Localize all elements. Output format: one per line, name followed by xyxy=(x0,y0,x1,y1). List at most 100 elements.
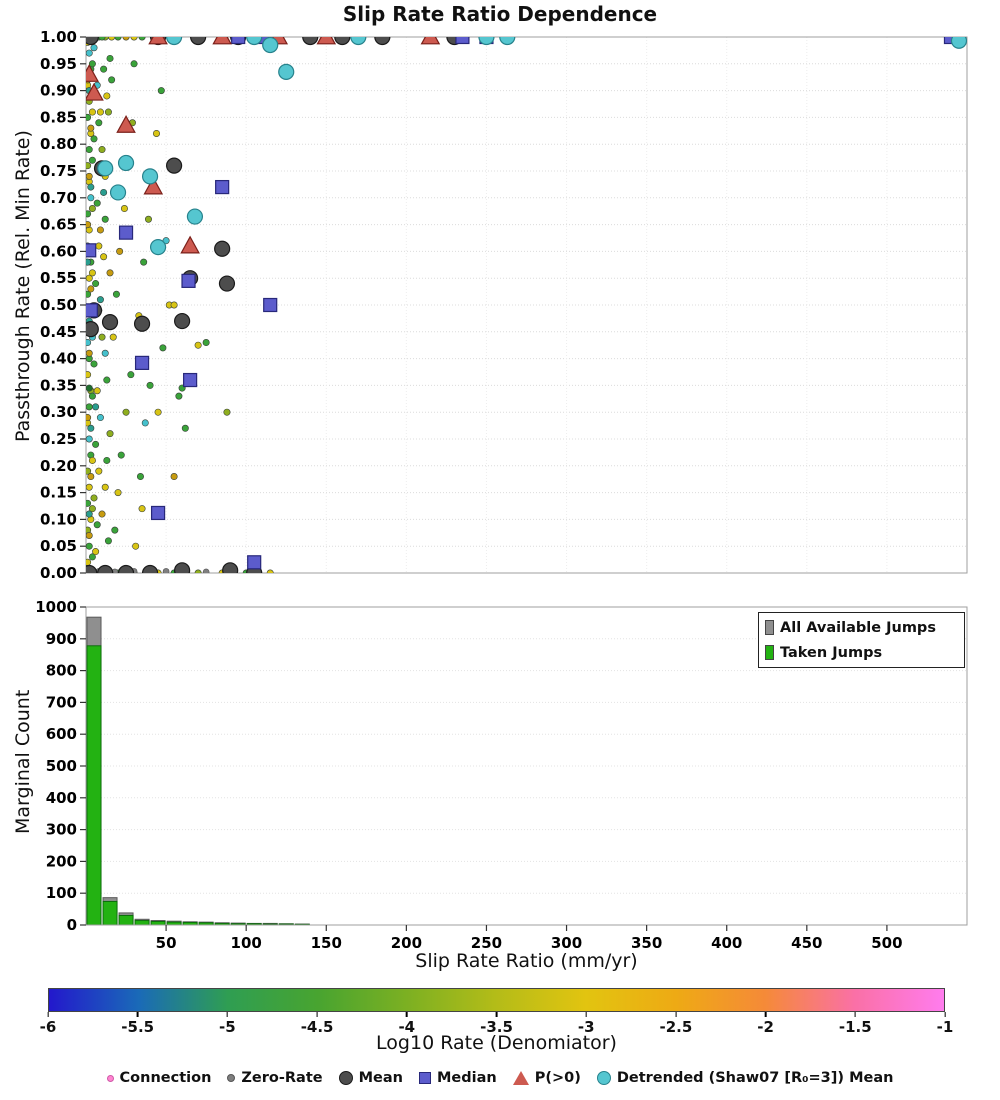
colorbar-tick-mark xyxy=(495,1012,498,1017)
histogram-bar xyxy=(134,920,150,926)
legend-item-zero-rate: Zero-Rate xyxy=(227,1070,323,1086)
colorbar-tick-label: -4 xyxy=(398,1012,415,1036)
colorbar-tick-mark xyxy=(406,1012,408,1017)
scatter-point xyxy=(170,473,178,481)
chart-title: Slip Rate Ratio Dependence xyxy=(342,2,658,26)
scatter-point xyxy=(86,435,93,443)
y-tick-label: 300 xyxy=(46,821,77,839)
colorbar-tick-label: -3 xyxy=(578,1012,595,1036)
scatter-point xyxy=(88,60,96,68)
scatter-point xyxy=(109,333,117,341)
scatter-point xyxy=(141,168,159,185)
scatter-point xyxy=(86,371,92,379)
scatter-point xyxy=(106,54,114,62)
y-tick-label: 0.00 xyxy=(40,564,77,582)
scatter-point xyxy=(86,321,99,338)
scatter-point xyxy=(223,408,231,416)
x-tick-label: 450 xyxy=(791,934,822,952)
y-tick-label: 0 xyxy=(67,916,77,934)
scatter-point xyxy=(146,381,154,389)
legend-item-median: Median xyxy=(418,1070,497,1086)
y-tick-label: 600 xyxy=(46,725,77,743)
scatter-point xyxy=(86,146,93,154)
scatter-point xyxy=(90,494,98,502)
colorbar-tick-label: -3.5 xyxy=(480,1012,513,1036)
colorbar-tick-label: -1 xyxy=(936,1012,954,1036)
connection-marker-icon xyxy=(106,1074,114,1082)
scatter-point xyxy=(190,37,207,46)
legend-item-detrended-shaw07-r-3-mean: Detrended (Shaw07 [R₀=3]) Mean xyxy=(596,1070,894,1086)
p-gt0-marker xyxy=(116,114,136,133)
colorbar-tick-mark xyxy=(47,1012,49,1017)
p-gt0-marker xyxy=(143,176,164,195)
median-marker xyxy=(118,225,134,240)
scatter-point xyxy=(334,37,351,46)
y-tick-label: 400 xyxy=(46,789,77,807)
colorbar-tick-label: -2.5 xyxy=(659,1012,692,1036)
y-tick-label: 0.75 xyxy=(40,162,77,180)
scatter-point xyxy=(194,341,202,349)
scatter-point xyxy=(108,76,116,84)
median-marker xyxy=(86,303,98,318)
legend-label-detrended-shaw07-r-3-mean: Detrended (Shaw07 [R₀=3]) Mean xyxy=(616,1070,894,1086)
scatter-point xyxy=(101,349,109,357)
x-tick-label: 300 xyxy=(551,934,582,952)
scatter-point xyxy=(86,274,93,282)
scatter-point xyxy=(86,384,93,392)
legend-label-zero-rate: Zero-Rate xyxy=(241,1070,323,1086)
scatter-point xyxy=(278,63,295,80)
y-tick-label: 0.55 xyxy=(40,269,77,287)
x-axis-label: Slip Rate Ratio (mm/yr) xyxy=(415,950,638,972)
scatter-point xyxy=(136,473,144,481)
y-tick-label: 1000 xyxy=(35,598,77,616)
scatter-point xyxy=(103,456,111,464)
scatter-point xyxy=(86,162,92,170)
histogram-y-axis-label: Marginal Count xyxy=(12,689,34,834)
scatter-point xyxy=(350,37,367,46)
colorbar-tick-text: -4 xyxy=(398,1018,416,1036)
scatter-point xyxy=(478,37,495,46)
scatter-point xyxy=(152,129,160,137)
scatter-point xyxy=(86,542,93,550)
scatter-point xyxy=(170,301,178,309)
all-jumps-swatch-icon xyxy=(765,620,774,635)
p-gt0-marker xyxy=(86,64,100,82)
colorbar-tick-text: -2 xyxy=(757,1018,774,1036)
scatter-point xyxy=(86,210,92,218)
x-tick-label: 250 xyxy=(471,934,502,952)
scatter-point xyxy=(174,312,191,330)
scatter-point xyxy=(109,184,127,201)
scatter-point xyxy=(101,483,109,491)
y-tick-label: 500 xyxy=(46,757,77,775)
colorbar-tick-label: -4.5 xyxy=(301,1012,334,1036)
median-marker xyxy=(183,372,198,388)
scatter-point xyxy=(87,194,95,202)
colorbar-tick-mark xyxy=(854,1012,857,1017)
colorbar-tick-mark xyxy=(675,1012,677,1017)
scatter-point xyxy=(120,205,128,213)
scatter-point xyxy=(86,564,98,573)
scatter-point xyxy=(130,60,138,68)
x-tick-label: 400 xyxy=(711,934,742,952)
colorbar-tick-text: -6 xyxy=(39,1018,57,1036)
colorbar xyxy=(48,988,945,1012)
scatter-point xyxy=(93,521,101,529)
scatter-point xyxy=(374,37,391,46)
scatter-point xyxy=(499,37,516,46)
scatter-point xyxy=(103,92,111,100)
median-marker xyxy=(215,179,230,195)
median-marker xyxy=(247,555,262,570)
scatter-point xyxy=(130,37,138,41)
scatter-point xyxy=(133,315,151,332)
colorbar-tick-mark xyxy=(585,1012,587,1017)
y-tick-label: 0.85 xyxy=(40,108,77,126)
y-tick-label: 0.20 xyxy=(40,457,77,475)
scatter-point xyxy=(88,205,96,213)
legend-label-taken-jumps: Taken Jumps xyxy=(780,644,883,661)
scatter-point xyxy=(141,419,149,427)
scatter-point xyxy=(127,371,135,379)
colorbar-tick-text: -1 xyxy=(936,1018,954,1036)
scatter-point xyxy=(96,226,104,234)
mean-marker-icon xyxy=(338,1071,353,1085)
scatter-point xyxy=(112,290,120,298)
